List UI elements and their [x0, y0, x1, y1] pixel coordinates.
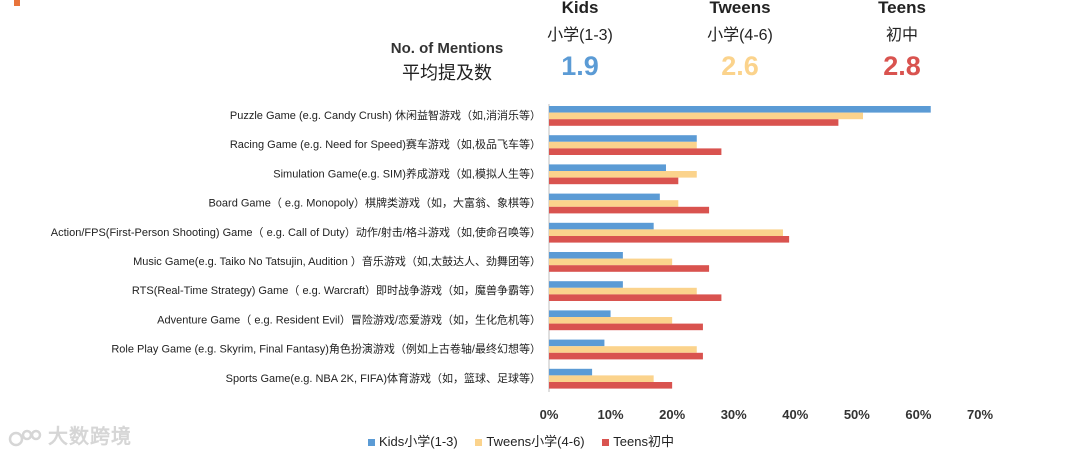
bar-tweens	[549, 258, 673, 266]
bar-kids	[549, 281, 623, 288]
bar-tweens	[549, 141, 697, 149]
bar-kids	[549, 310, 611, 317]
bar-teens	[549, 148, 722, 155]
x-tick-label: 70%	[967, 407, 993, 422]
bar-teens	[549, 294, 722, 301]
brand-logo-icon	[8, 429, 42, 446]
category-label: Role Play Game (e.g. Skyrim, Final Fanta…	[111, 342, 541, 356]
category-label: Sports Game(e.g. NBA 2K, FIFA)体育游戏（如，篮球、…	[226, 371, 541, 385]
watermark: 大数跨境	[8, 420, 132, 449]
bar-kids	[549, 135, 697, 142]
watermark-text: 大数跨境	[48, 426, 132, 448]
chart-legend: Kids小学(1-3) Tweens小学(4-6) Teens初中	[368, 431, 688, 450]
legend-swatch-teens	[602, 439, 610, 447]
legend-label-kids: Kids小学(1-3)	[379, 434, 458, 449]
x-tick-label: 50%	[844, 407, 870, 422]
bar-kids	[549, 368, 593, 376]
category-label: Action/FPS(First-Person Shooting) Game（ …	[51, 225, 541, 239]
bar-teens	[549, 352, 703, 360]
mentions-title-cn: 平均提及数	[402, 63, 492, 83]
category-label: Racing Game (e.g. Need for Speed)赛车游戏（如,…	[230, 137, 541, 151]
bar-kids	[549, 164, 666, 171]
group-tweens-label: Tweens	[709, 0, 771, 17]
bar-kids	[549, 193, 660, 201]
bar-teens	[549, 236, 790, 243]
legend-swatch-tweens	[475, 439, 483, 447]
category-label: RTS(Real-Time Strategy) Game（ e.g. Warcr…	[132, 283, 541, 297]
group-kids-grade: 小学(1-3)	[547, 27, 613, 44]
bar-teens	[549, 265, 710, 272]
x-tick-label: 30%	[721, 407, 747, 422]
bar-tweens	[549, 375, 654, 382]
bar-teens	[549, 382, 673, 389]
group-tweens: Tweens 小学(4-6) 2.6	[680, 0, 800, 82]
category-label: Music Game(e.g. Taiko No Tatsujin, Audit…	[133, 254, 541, 268]
group-kids: Kids 小学(1-3) 1.9	[520, 0, 640, 82]
bar-kids	[549, 339, 605, 347]
bar-kids	[549, 222, 654, 230]
legend-label-teens: Teens初中	[613, 434, 674, 449]
group-tweens-value: 2.6	[721, 51, 759, 81]
bar-tweens	[549, 229, 783, 236]
bar-teens	[549, 119, 839, 126]
bar-tweens	[549, 200, 679, 207]
bar-teens	[549, 323, 703, 331]
category-label: Puzzle Game (e.g. Candy Crush) 休闲益智游戏（如,…	[230, 108, 541, 122]
bar-tweens	[549, 112, 864, 120]
x-tick-label: 20%	[659, 407, 685, 422]
group-tweens-grade: 小学(4-6)	[707, 27, 773, 44]
x-tick-label: 0%	[540, 407, 559, 422]
x-tick-label: 40%	[782, 407, 808, 422]
legend-item-kids: Kids小学(1-3)	[368, 431, 458, 450]
category-label: Adventure Game（ e.g. Resident Evil）冒险游戏/…	[157, 312, 541, 326]
mentions-title-en: No. of Mentions	[390, 40, 504, 57]
x-tick-label: 10%	[598, 407, 624, 422]
accent-mark	[14, 0, 20, 6]
bar-tweens	[549, 171, 697, 178]
x-tick-label: 60%	[905, 407, 931, 422]
group-kids-label: Kids	[561, 0, 599, 17]
group-teens-label: Teens	[878, 0, 926, 17]
bar-tweens	[549, 287, 697, 295]
bar-teens	[549, 177, 679, 185]
group-teens-grade: 初中	[885, 27, 918, 44]
legend-swatch-kids	[368, 439, 375, 447]
legend-item-teens: Teens初中	[602, 431, 674, 450]
category-label: Simulation Game(e.g. SIM)养成游戏（如,模拟人生等）	[273, 166, 541, 180]
group-kids-value: 1.9	[561, 51, 599, 81]
category-label: Board Game（ e.g. Monopoly）棋牌类游戏（如，大富翁、象棋…	[208, 196, 541, 210]
group-teens: Teens 初中 2.8	[842, 0, 962, 82]
bar-kids	[549, 252, 623, 259]
group-teens-value: 2.8	[883, 51, 921, 81]
bar-tweens	[549, 317, 673, 324]
mentions-header: No. of Mentions 平均提及数	[372, 40, 522, 85]
bar-teens	[549, 206, 710, 214]
legend-item-tweens: Tweens小学(4-6)	[475, 431, 585, 450]
bar-tweens	[549, 346, 697, 353]
bar-kids	[549, 106, 931, 113]
legend-label-tweens: Tweens小学(4-6)	[486, 434, 585, 449]
